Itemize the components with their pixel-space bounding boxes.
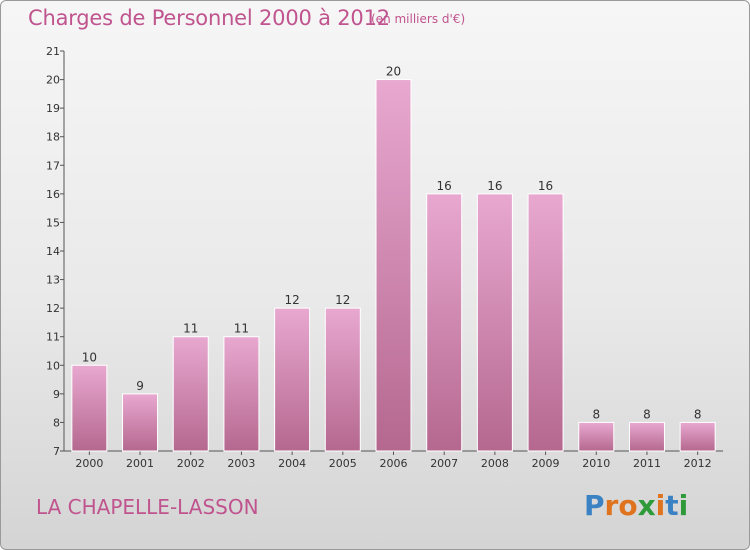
logo-letter: o (618, 489, 638, 522)
logo-letter: P (584, 489, 605, 522)
bar-value-label: 12 (284, 293, 299, 307)
logo-letter: x (637, 489, 656, 522)
y-tick-label: 8 (53, 416, 60, 429)
y-tick-label: 9 (53, 388, 60, 401)
bar (223, 336, 260, 452)
bar (122, 393, 159, 452)
bar-value-label: 8 (643, 407, 651, 421)
bar (172, 336, 209, 452)
logo-letter: i (678, 489, 689, 522)
bar (527, 193, 564, 452)
bar-value-label: 12 (335, 293, 350, 307)
y-tick-label: 13 (46, 274, 60, 287)
x-tick-label: 2004 (278, 457, 306, 470)
x-tick-label: 2002 (177, 457, 205, 470)
bar (324, 307, 361, 452)
y-tick-label: 16 (46, 188, 60, 201)
y-tick-label: 11 (46, 331, 60, 344)
logo-letter: t (665, 489, 679, 522)
bar-value-label: 9 (136, 379, 144, 393)
x-tick-label: 2010 (582, 457, 610, 470)
bar (578, 421, 615, 452)
bar-value-label: 11 (234, 322, 249, 336)
y-tick-label: 18 (46, 131, 60, 144)
bar (679, 421, 716, 452)
bar-value-label: 8 (694, 407, 702, 421)
x-tick-label: 2007 (430, 457, 458, 470)
logo-letter: r (604, 489, 619, 522)
y-tick-label: 21 (46, 45, 60, 58)
logo-letter: i (655, 489, 666, 522)
bar-value-label: 16 (437, 179, 452, 193)
y-tick-label: 12 (46, 302, 60, 315)
x-tick-label: 2001 (126, 457, 154, 470)
bar (426, 193, 463, 452)
x-tick-label: 2012 (684, 457, 712, 470)
y-tick-label: 20 (46, 74, 60, 87)
x-tick-label: 2009 (532, 457, 560, 470)
y-tick-label: 14 (46, 245, 60, 258)
x-tick-label: 2008 (481, 457, 509, 470)
x-tick-label: 2000 (75, 457, 103, 470)
bar-value-label: 16 (487, 179, 502, 193)
bar-value-label: 20 (386, 65, 401, 79)
bar (274, 307, 311, 452)
chart-title: Charges de Personnel 2000 à 2012 (28, 6, 390, 30)
bar-value-label: 8 (592, 407, 600, 421)
y-tick-label: 10 (46, 359, 60, 372)
y-tick-label: 7 (53, 445, 60, 458)
proxiti-logo: Proxiti (584, 489, 688, 522)
x-tick-label: 2011 (633, 457, 661, 470)
bar (476, 193, 513, 452)
bar (375, 79, 412, 452)
y-tick-label: 17 (46, 159, 60, 172)
commune-name: LA CHAPELLE-LASSON (36, 495, 259, 519)
y-tick-label: 15 (46, 216, 60, 229)
x-tick-label: 2006 (380, 457, 408, 470)
bar-value-label: 11 (183, 322, 198, 336)
bar (628, 421, 665, 452)
bar-value-label: 10 (82, 350, 97, 364)
bar (71, 364, 108, 452)
bar-value-label: 16 (538, 179, 553, 193)
y-tick-label: 19 (46, 102, 60, 115)
x-tick-label: 2005 (329, 457, 357, 470)
chart-subtitle: (en milliers d'€) (371, 12, 466, 26)
x-tick-label: 2003 (227, 457, 255, 470)
